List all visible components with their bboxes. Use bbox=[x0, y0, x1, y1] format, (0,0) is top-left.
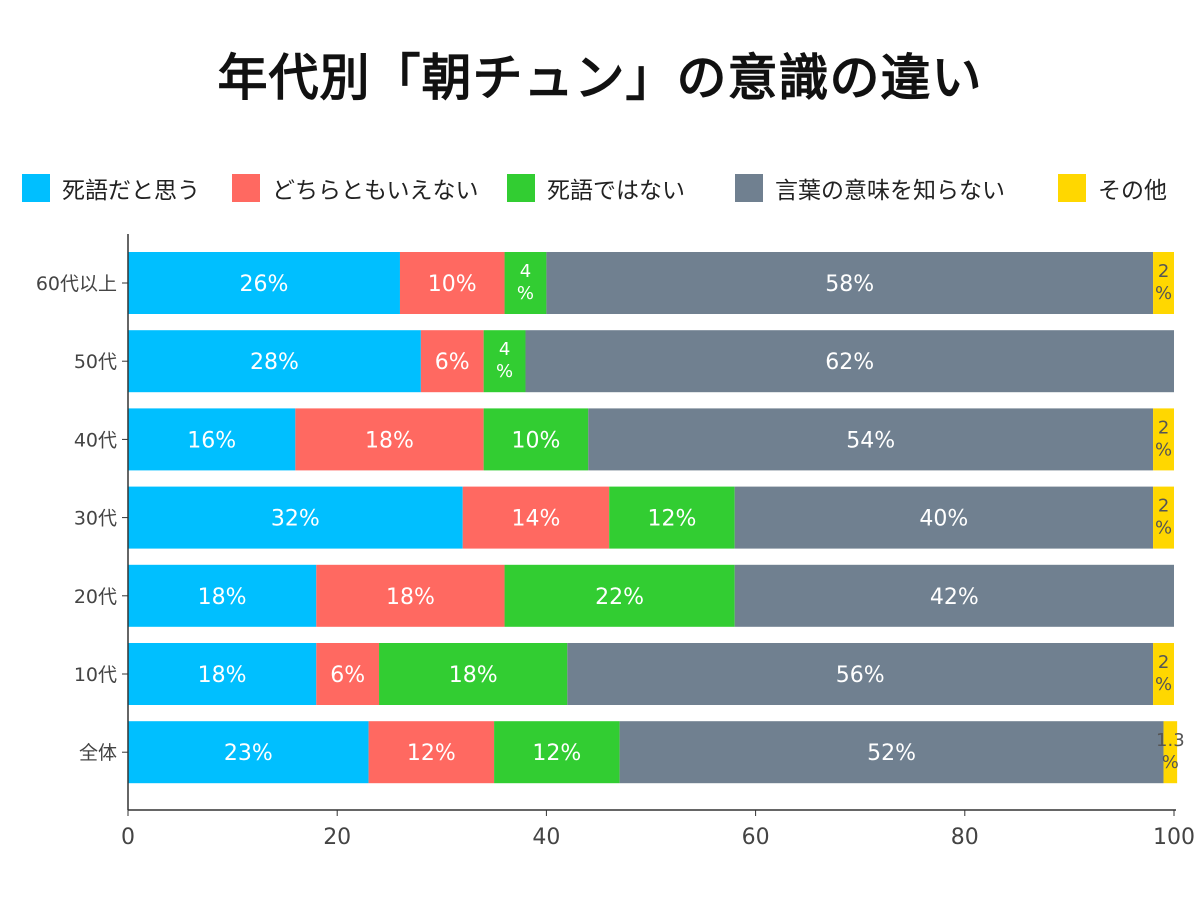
bar-value-label: 58% bbox=[825, 272, 874, 297]
bar-value-label: 23% bbox=[224, 741, 273, 766]
bar-value-label: 18% bbox=[386, 585, 435, 610]
bar-segment bbox=[1153, 643, 1174, 705]
bar-segment bbox=[420, 330, 484, 393]
bar-segment bbox=[525, 330, 1174, 393]
bar-segment bbox=[483, 330, 526, 393]
legend-label: その他 bbox=[1098, 178, 1167, 204]
bar-value-label: 10% bbox=[428, 272, 477, 297]
bar-value-label: 2% bbox=[1155, 417, 1172, 460]
legend-item-shigo-dewanai: 死語ではない bbox=[507, 168, 685, 208]
bar-segment bbox=[546, 252, 1154, 314]
bar-value-label: 2% bbox=[1155, 652, 1172, 695]
bar-value-label: 52% bbox=[867, 741, 916, 766]
bar-value-label: 28% bbox=[250, 350, 299, 375]
bar-value-label: 18% bbox=[198, 585, 247, 610]
x-tick-label: 80 bbox=[951, 825, 979, 850]
category-label: 60代以上 bbox=[36, 273, 117, 295]
legend-swatch bbox=[507, 174, 535, 202]
bar-value-label: 16% bbox=[187, 428, 236, 453]
legend-swatch bbox=[1058, 174, 1086, 202]
chart-title: 年代別「朝チュン」の意識の違い bbox=[217, 49, 983, 107]
bar-value-label: 32% bbox=[271, 507, 320, 532]
bar-segment bbox=[483, 408, 589, 471]
bar-value-label: 18% bbox=[365, 428, 414, 453]
bar-value-label: 1.3% bbox=[1156, 730, 1185, 773]
legend-label: 言葉の意味を知らない bbox=[775, 178, 1005, 204]
bar-segment bbox=[316, 564, 505, 627]
bar-value-label: 62% bbox=[825, 350, 874, 375]
bar-segment bbox=[609, 486, 735, 549]
bar-value-label: 14% bbox=[511, 507, 560, 532]
bar-segment bbox=[379, 643, 568, 705]
legend-item-imi-shiranai: 言葉の意味を知らない bbox=[735, 168, 1005, 208]
legend-item-shigo: 死語だと思う bbox=[22, 168, 200, 208]
bar-value-label: 54% bbox=[846, 428, 895, 453]
x-tick-label: 20 bbox=[323, 825, 351, 850]
bar-segment bbox=[619, 721, 1164, 784]
bar-segment bbox=[295, 408, 484, 471]
x-tick-label: 100 bbox=[1153, 825, 1195, 850]
bar-value-label: 10% bbox=[511, 428, 560, 453]
category-label: 30代 bbox=[74, 508, 117, 530]
bar-value-label: 12% bbox=[647, 507, 696, 532]
legend-label: 死語ではない bbox=[547, 178, 685, 204]
bar-value-label: 6% bbox=[435, 350, 470, 375]
legend-swatch bbox=[735, 174, 763, 202]
bar-value-label: 18% bbox=[198, 663, 247, 688]
bar-segment bbox=[504, 252, 547, 314]
bar-segment bbox=[128, 564, 317, 627]
bar-segment bbox=[462, 486, 610, 549]
bar-segment bbox=[1153, 252, 1174, 314]
category-label: 全体 bbox=[79, 742, 117, 764]
legend-label: 死語だと思う bbox=[62, 178, 200, 204]
bar-value-label: 12% bbox=[532, 741, 581, 766]
bar-value-label: 26% bbox=[240, 272, 289, 297]
bar-segment bbox=[588, 408, 1154, 471]
bar-value-label: 2% bbox=[1155, 261, 1172, 304]
category-label: 40代 bbox=[74, 429, 117, 451]
bar-segment bbox=[399, 252, 505, 314]
bar-segment bbox=[128, 721, 369, 784]
bar-segment bbox=[368, 721, 495, 784]
bar-value-label: 2% bbox=[1155, 496, 1172, 539]
category-label: 50代 bbox=[74, 351, 117, 373]
x-tick-label: 60 bbox=[742, 825, 770, 850]
bar-segment bbox=[494, 721, 620, 784]
bar-value-label: 56% bbox=[836, 663, 885, 688]
legend-label: どちらともいえない bbox=[272, 178, 479, 204]
bar-segment bbox=[128, 408, 296, 471]
bar-segment bbox=[567, 643, 1154, 705]
bar-value-label: 12% bbox=[407, 741, 456, 766]
x-tick-label: 40 bbox=[532, 825, 560, 850]
bar-segment bbox=[128, 330, 421, 393]
bar-segment bbox=[1153, 408, 1174, 471]
bar-segment bbox=[734, 564, 1174, 627]
bar-segment bbox=[1153, 486, 1174, 549]
bar-value-label: 4% bbox=[517, 261, 534, 304]
bar-value-label: 18% bbox=[449, 663, 498, 688]
legend-item-sonota: その他 bbox=[1058, 168, 1167, 208]
bar-segment bbox=[734, 486, 1154, 549]
bar-segment bbox=[128, 252, 400, 314]
bar-value-label: 40% bbox=[919, 507, 968, 532]
legend-swatch bbox=[232, 174, 260, 202]
legend: 死語だと思う どちらともいえない 死語ではない 言葉の意味を知らない その他 bbox=[0, 168, 1200, 208]
bar-value-label: 6% bbox=[330, 663, 365, 688]
legend-swatch bbox=[22, 174, 50, 202]
bar-segment bbox=[128, 643, 317, 705]
bar-segment bbox=[1163, 721, 1178, 784]
bar-segment bbox=[316, 643, 380, 705]
x-tick-label: 0 bbox=[121, 825, 135, 850]
bar-value-label: 22% bbox=[595, 585, 644, 610]
category-label: 20代 bbox=[74, 586, 117, 608]
bar-segment bbox=[504, 564, 735, 627]
category-label: 10代 bbox=[74, 664, 117, 686]
bar-value-label: 42% bbox=[930, 585, 979, 610]
legend-item-dochiratomo: どちらともいえない bbox=[232, 168, 479, 208]
bar-segment bbox=[128, 486, 463, 549]
bar-value-label: 4% bbox=[496, 339, 513, 382]
